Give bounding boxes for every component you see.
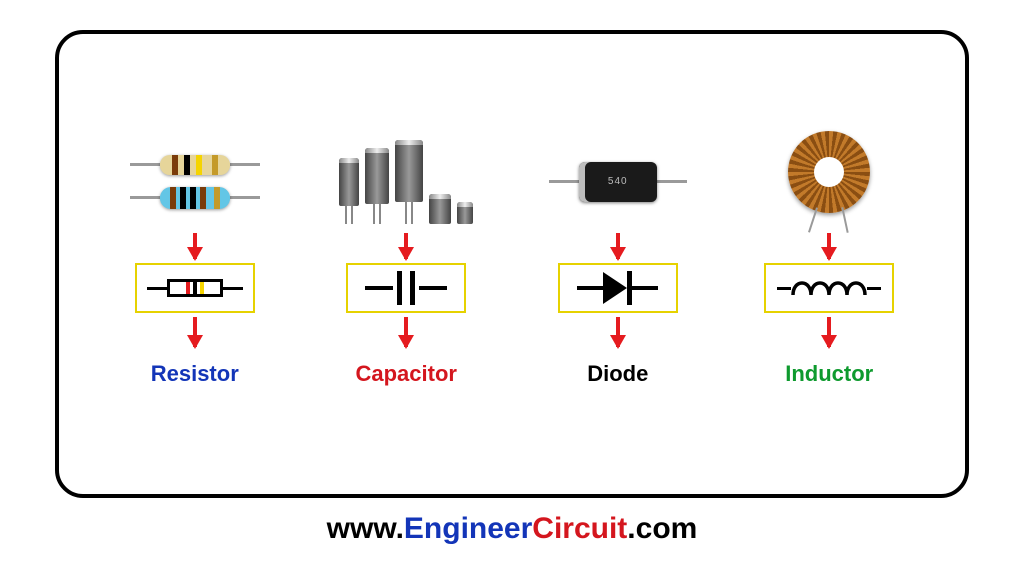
diode-physical: 540 — [528, 134, 708, 229]
infographic-frame: Resistor Capacitor — [55, 30, 969, 498]
watermark-com: .com — [627, 512, 697, 545]
arrow-icon — [616, 233, 620, 259]
column-diode: 540 Diode — [518, 134, 718, 387]
capacitor-label: Capacitor — [356, 361, 457, 387]
watermark: www.EngineerCircuit.com — [0, 512, 1024, 546]
inductor-label: Inductor — [785, 361, 873, 387]
column-capacitor: Capacitor — [306, 134, 506, 387]
column-inductor: Inductor — [729, 134, 929, 387]
diode-symbol — [558, 263, 678, 313]
arrow-icon — [193, 317, 197, 347]
inductor-physical — [739, 134, 919, 229]
components-row: Resistor Capacitor — [59, 134, 965, 387]
arrow-icon — [404, 233, 408, 259]
column-resistor: Resistor — [95, 134, 295, 387]
watermark-www: www. — [327, 512, 404, 545]
coil-icon — [791, 275, 867, 301]
arrow-icon — [404, 317, 408, 347]
resistor-label: Resistor — [151, 361, 239, 387]
resistor-physical — [105, 134, 285, 229]
capacitor-symbol — [346, 263, 466, 313]
arrow-icon — [827, 233, 831, 259]
arrow-icon — [827, 317, 831, 347]
resistor-symbol — [135, 263, 255, 313]
watermark-circuit: Circuit — [532, 512, 627, 545]
arrow-icon — [193, 233, 197, 259]
inductor-symbol — [764, 263, 894, 313]
watermark-engineer: Engineer — [404, 512, 532, 545]
arrow-icon — [616, 317, 620, 347]
capacitor-physical — [316, 134, 496, 229]
diode-label: Diode — [587, 361, 648, 387]
